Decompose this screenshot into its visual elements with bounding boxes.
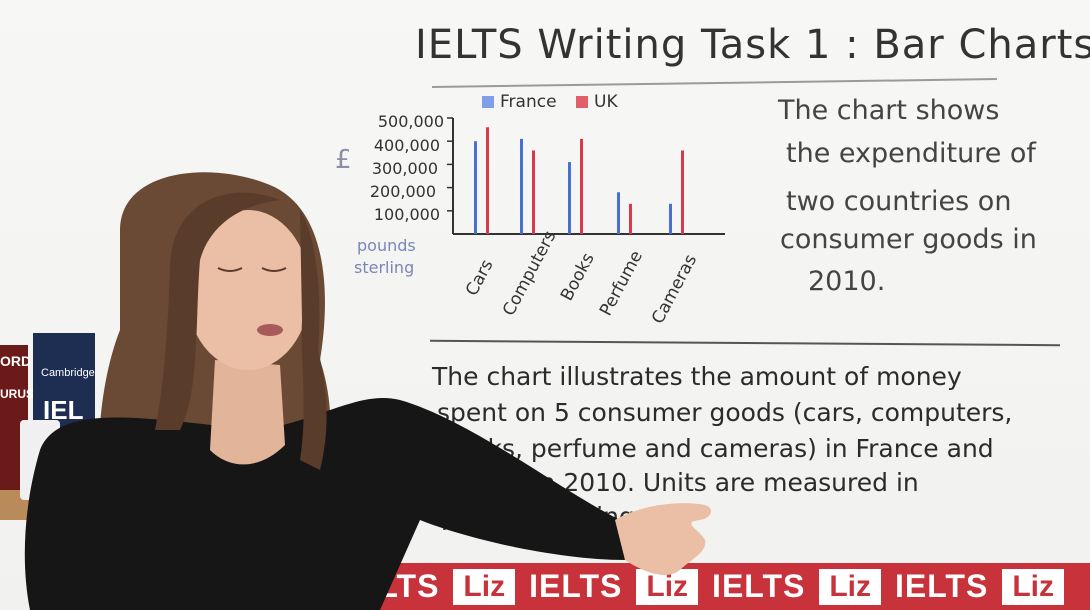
description-line: 2010. [808, 266, 886, 297]
description-line: the expenditure of [786, 138, 1036, 169]
presenter-hair-front [155, 192, 280, 430]
currency-symbol: £ [335, 145, 352, 175]
legend-uk-swatch [576, 96, 588, 108]
bar-france-cameras [669, 203, 672, 234]
legend-france-swatch [482, 96, 494, 108]
banner-word: IELTS [529, 568, 623, 604]
presenter-neck [210, 360, 285, 465]
presenter-eye [217, 267, 243, 272]
bar-france-books [568, 162, 571, 234]
banner-word: Liz [453, 568, 516, 605]
bar-france-cars [474, 141, 477, 234]
paragraph-line: books, perfume and cameras) in France an… [441, 434, 994, 463]
presenter-eye [261, 267, 287, 272]
bar-uk-books [580, 138, 583, 234]
book-spine-text: Cambridge [41, 367, 95, 379]
legend-uk-label: UK [594, 92, 618, 112]
banner-word: IELTS [712, 568, 806, 604]
unit-label-sterling: sterling [354, 258, 415, 277]
board-title: IELTS Writing Task 1 : Bar Charts [415, 22, 1090, 68]
y-tick-label: 200,000 [369, 182, 436, 201]
paragraph-line: The chart illustrates the amount of mone… [432, 362, 962, 391]
presenter-hand [615, 503, 712, 576]
y-tick-label: 400,000 [373, 136, 440, 155]
description-line: consumer goods in [780, 224, 1037, 255]
banner-word: Liz [1002, 568, 1064, 605]
bar-uk-computers [532, 150, 535, 234]
y-tick-label: 100,000 [373, 205, 440, 224]
bar-uk-perfume [629, 203, 632, 234]
bar-france-perfume [617, 192, 620, 234]
bar-uk-cars [486, 127, 489, 234]
presenter-hair-right [300, 210, 327, 470]
legend-france: France [482, 92, 557, 112]
y-tick-label: 500,000 [377, 112, 444, 131]
legend-france-label: France [500, 92, 557, 112]
y-tick-label: 300,000 [371, 159, 438, 178]
book-spine-text: ORD [0, 353, 32, 369]
presenter-clothing [24, 397, 625, 610]
book-spine-text: URUS [0, 387, 35, 401]
bar-france-computers [520, 138, 523, 234]
unit-label-pounds: pounds [357, 236, 416, 255]
bar-uk-cameras [681, 150, 684, 234]
presenter-mouth [257, 324, 283, 336]
description-line: The chart shows [778, 95, 1000, 126]
legend-uk: UK [576, 92, 618, 112]
banner-word: IELTS [895, 568, 989, 604]
banner-word: Liz [819, 568, 882, 605]
paragraph-line: spent on 5 consumer goods (cars, compute… [437, 398, 1013, 427]
description-line: two countries on [786, 186, 1012, 217]
